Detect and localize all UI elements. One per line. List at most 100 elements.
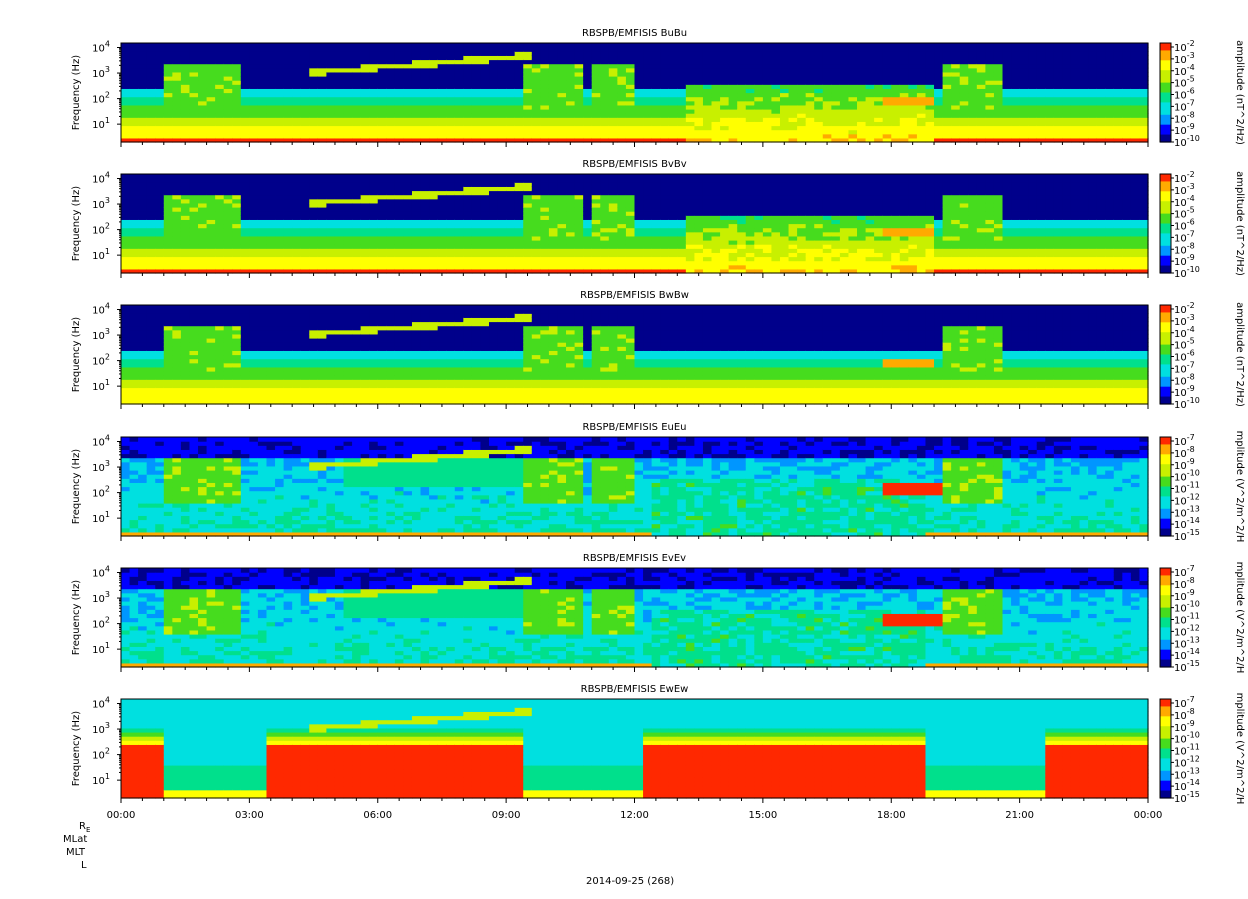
heatmap-cell [848,133,858,139]
heatmap-cell [779,244,790,249]
heatmap-cell [343,202,353,208]
heatmap-cell [480,84,490,89]
heatmap-cell [155,240,165,245]
heatmap-cell [540,59,550,65]
heatmap-cell [275,59,285,65]
heatmap-cell [215,194,225,200]
heatmap-cell [1002,125,1012,131]
heatmap-cell [257,67,268,73]
heatmap-cell [489,137,499,143]
heatmap-cell [694,202,704,208]
heatmap-cell [779,248,790,253]
heatmap-cell [275,268,285,274]
heatmap-cell [369,84,379,89]
heatmap-cell [685,268,696,274]
heatmap-cell [420,113,430,118]
heatmap-cell [146,268,156,274]
spectrogram-panel: RBSPB/EMFISIS BuBu101102103104Frequency … [71,28,1245,149]
heatmap-cell [283,174,293,179]
heatmap-cell [326,92,336,98]
heatmap-cell [369,55,379,61]
heatmap-cell [737,227,747,233]
heatmap-cell [403,198,413,204]
heatmap-cell [600,137,610,143]
heatmap-cell [1130,125,1141,131]
heatmap-cell [352,67,362,73]
heatmap-cell [591,80,601,85]
heatmap-cell [514,129,524,135]
heatmap-cell [334,84,345,89]
heatmap-cell [411,71,422,77]
heatmap-cell [411,268,422,274]
heatmap-cell [223,252,233,258]
heatmap-cell [352,178,362,183]
heatmap-cell [180,260,191,266]
heatmap-cell [172,47,182,52]
heatmap-cell [737,178,747,183]
heatmap-cell [275,248,285,253]
heatmap-cell [745,248,755,253]
heatmap-cell [343,223,353,229]
heatmap-cell [317,67,327,73]
heatmap-cell [805,121,815,127]
heatmap-cell [240,67,250,73]
heatmap-cell [985,125,995,131]
heatmap-cell [668,51,678,56]
heatmap-cell [343,100,353,106]
heatmap-cell [489,59,499,65]
heatmap-cell [1088,100,1098,106]
heatmap-cell [591,178,601,183]
heatmap-cell [891,117,901,122]
heatmap-cell [574,43,584,48]
heatmap-cell [788,240,798,245]
heatmap-cell [429,113,439,118]
heatmap-cell [497,264,507,270]
heatmap-cell [240,113,250,118]
heatmap-cell [557,194,567,200]
heatmap-cell [121,51,131,56]
heatmap-cell [805,202,815,208]
heatmap-cell [908,96,918,102]
heatmap-cell [891,100,901,106]
heatmap-cell [352,43,362,48]
heatmap-cell [583,100,593,106]
heatmap-cell [677,96,687,102]
heatmap-cell [848,113,858,118]
heatmap-cell [300,137,310,143]
heatmap-cell [446,235,456,241]
heatmap-cell [240,55,250,61]
heatmap-cell [523,227,533,233]
heatmap-cell [677,182,687,187]
heatmap-cell [566,51,576,56]
heatmap-cell [771,198,781,204]
heatmap-cell [223,207,233,212]
heatmap-cell [625,174,636,179]
heatmap-cell [275,137,285,143]
heatmap-cell [797,235,807,241]
heatmap-cell [643,76,653,81]
heatmap-cell [985,104,995,110]
heatmap-cell [138,125,148,131]
heatmap-cell [754,117,764,122]
heatmap-cell [1105,125,1115,131]
heatmap-cell [1062,125,1072,131]
heatmap-cell [138,84,148,89]
heatmap-cell [608,260,618,266]
heatmap-cell [531,71,541,77]
heatmap-cell [1070,92,1081,98]
heatmap-cell [1045,113,1055,118]
heatmap-cell [232,244,242,249]
heatmap-cell [1036,96,1046,102]
heatmap-cell [411,80,422,85]
heatmap-cell [1122,113,1132,118]
heatmap-cell [591,129,601,135]
heatmap-cell [976,59,986,65]
heatmap-cell [446,100,456,106]
heatmap-cell [369,223,379,229]
heatmap-cell [583,223,593,229]
heatmap-cell [403,190,413,196]
heatmap-cell [959,100,969,106]
heatmap-cell [1053,96,1064,102]
heatmap-cell [411,55,422,61]
heatmap-cell [959,137,969,143]
